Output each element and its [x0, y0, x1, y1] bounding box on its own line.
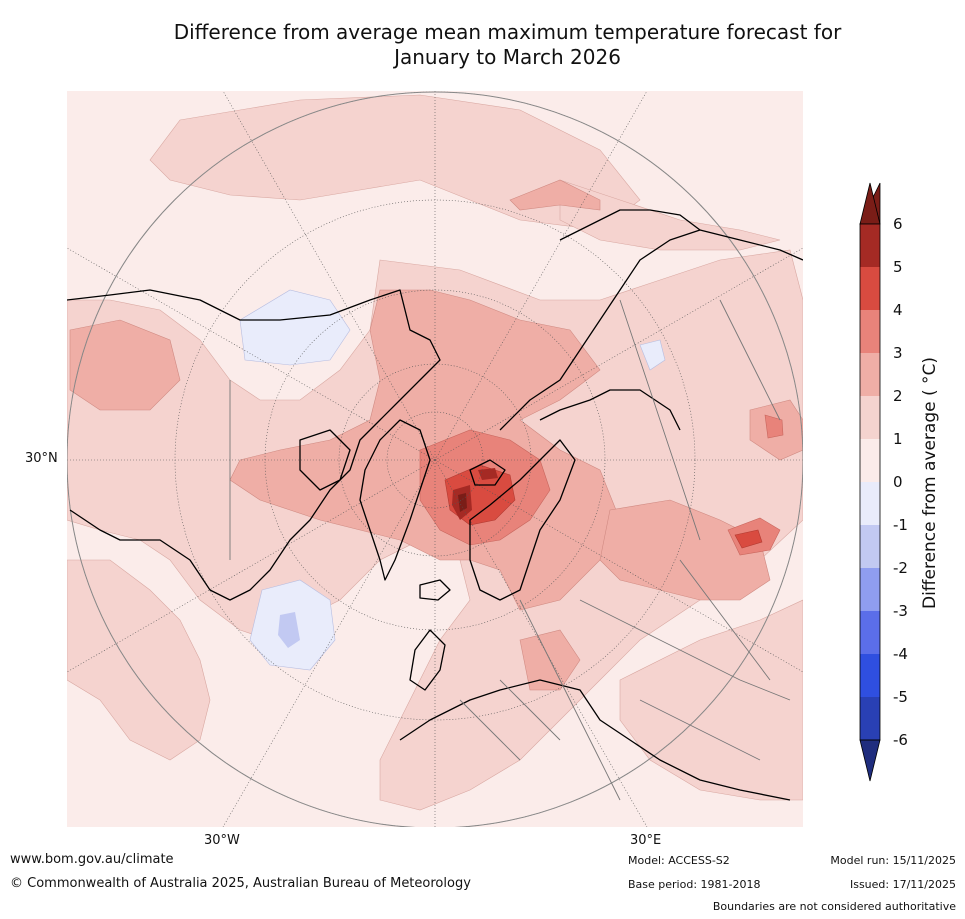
colorbar-band-2-3: [860, 353, 880, 396]
chart-title: Difference from average mean maximum tem…: [0, 20, 965, 70]
footer-copyright: © Commonwealth of Australia 2025, Austra…: [10, 876, 471, 891]
colorbar-below-triangle: [859, 739, 881, 782]
colorbar-label: Difference from average ( °C): [920, 356, 940, 610]
colorbar-tick-1: 1: [893, 430, 903, 448]
colorbar-band-m3-m2: [860, 568, 880, 611]
colorbar-band-3-4: [860, 310, 880, 353]
title-line-2: January to March 2026: [394, 45, 621, 69]
colorbar-band-m1-0: [860, 482, 880, 525]
anomaly-above-6-region: [458, 493, 467, 512]
graticule: [67, 91, 803, 827]
coast-siberia: [499, 229, 803, 431]
footer-base-period: Base period: 1981-2018: [628, 878, 761, 891]
colorbar-tick-m5: -5: [893, 688, 908, 706]
colorbar-band-m6-m5: [860, 697, 880, 740]
coast-scandinavia: [469, 439, 576, 601]
colorbar-tick-3: 3: [893, 344, 903, 362]
country-borders: [229, 299, 791, 801]
coast-svalbard: [469, 459, 506, 486]
colorbar-tick-m3: -3: [893, 602, 908, 620]
footer-website: www.bom.gov.au/climate: [10, 852, 174, 867]
footer-issued: Issued: 17/11/2025: [849, 878, 956, 891]
coast-iceland: [419, 579, 451, 601]
coast-british-isles: [409, 629, 446, 691]
colorbar-band-m2-m1: [860, 525, 880, 568]
colorbar-tick-m6: -6: [893, 731, 908, 749]
map-area: [67, 91, 803, 827]
coast-chukotka: [559, 209, 701, 241]
colorbar-band-4-5: [860, 267, 880, 310]
colorbar: [859, 182, 881, 782]
colorbar-band-5-6: [860, 224, 880, 267]
colorbar-tick-0: 0: [893, 473, 903, 491]
colorbar-tick-m2: -2: [893, 559, 908, 577]
colorbar-band-m5-m4: [860, 654, 880, 697]
coast-russia-arctic: [539, 389, 681, 431]
coast-baffin: [299, 429, 351, 491]
lon-label-30w: 30°W: [204, 833, 240, 848]
colorbar-tick-6: 6: [893, 215, 903, 233]
anomaly-minus-2-to-minus-1-region: [278, 612, 300, 648]
equator-boundary: [67, 91, 803, 827]
title-line-1: Difference from average mean maximum tem…: [173, 20, 842, 44]
lon-label-30e: 30°E: [630, 833, 662, 848]
colorbar-outline: [859, 223, 881, 741]
footer-disclaimer: Boundaries are not considered authoritat…: [712, 900, 956, 913]
colorbar-band-1-2: [860, 396, 880, 439]
lat-label-30n: 30°N: [25, 451, 58, 466]
colorbar-tick-4: 4: [893, 301, 903, 319]
colorbar-band-m4-m3: [860, 611, 880, 654]
coast-alaska-canada: [67, 289, 441, 601]
colorbar-band-0-1: [860, 439, 880, 482]
anomaly-5-to-6-patch: [478, 468, 498, 480]
colorbar-tick-m4: -4: [893, 645, 908, 663]
footer-model: Model: ACCESS-S2: [628, 854, 730, 867]
footer-model-run: Model run: 15/11/2025: [830, 854, 956, 867]
colorbar-tick-5: 5: [893, 258, 903, 276]
colorbar-tick-2: 2: [893, 387, 903, 405]
colorbar-tick-m1: -1: [893, 516, 908, 534]
coast-greenland: [359, 419, 431, 581]
